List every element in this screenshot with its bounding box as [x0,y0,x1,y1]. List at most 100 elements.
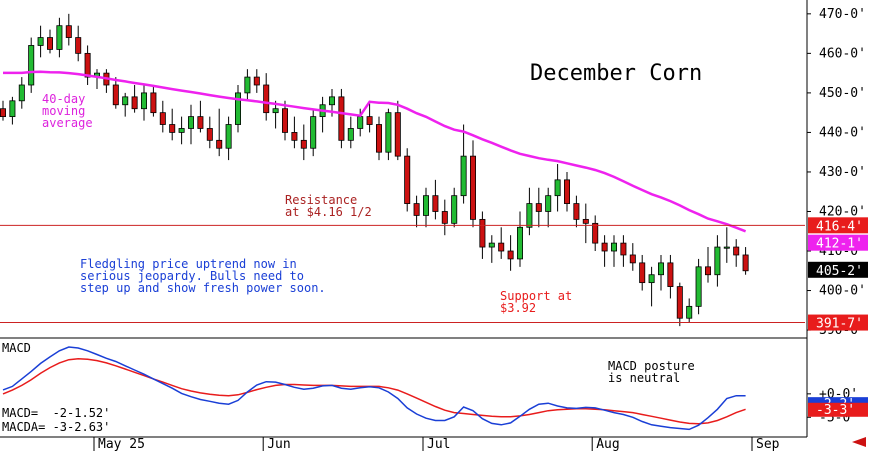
price-tick-label: 430-0' [819,165,866,180]
candle-body [206,128,213,141]
candle-body [432,195,439,212]
candle-body [178,128,185,133]
candle-body [535,203,542,212]
macd-tags: -2-2'-3-3' [808,397,868,418]
candle [545,187,552,228]
candle-body [742,254,749,272]
candle-body [328,96,335,106]
candle [695,258,702,315]
candle [28,37,35,93]
candle-body [18,84,25,102]
candle [611,235,618,267]
candle [234,84,241,133]
moving-average-line [3,70,747,233]
support-label-line-1: Support at [500,289,572,303]
macd-comment: MACD posture is neutral [608,359,702,385]
candle [310,108,317,157]
price-tag: 416-4' [808,217,868,234]
price-tick-label: 400-0' [819,284,866,299]
candle-body [648,274,655,284]
candle [620,235,627,267]
candle [667,254,674,299]
candle-body [375,124,382,153]
price-tag-box [808,261,868,278]
candle-body [451,195,458,224]
macd-tag: -3-3' [808,402,868,418]
horizontal-lines [0,224,805,324]
date-tick-label: Jun [267,437,290,451]
candle-body [676,286,683,319]
candle-body [56,25,63,50]
candle [56,17,63,58]
candle-body [150,92,157,114]
candle [507,235,514,271]
macd-signal-line [2,357,746,425]
candle-body [159,112,166,125]
candle [375,116,382,161]
macd-values-box [0,404,130,437]
price-tick-label: 450-0' [819,86,866,101]
candle [535,187,542,228]
candle-body [404,155,411,204]
candle [592,215,599,252]
candle-body [460,155,467,197]
candle-body [545,195,552,212]
candle-body [611,242,618,252]
candle [300,124,307,161]
candle-body [601,242,608,252]
candle-body [620,242,627,256]
price-tick-label: 440-0' [819,125,866,140]
macd-comment-line-2: is neutral [608,371,680,385]
candle-body [714,246,721,276]
candle [498,227,505,259]
candle-body [338,96,345,141]
candle-body [169,124,176,133]
candle [178,116,185,145]
candle [460,124,467,204]
candle-body [385,112,392,153]
candle [629,243,636,271]
candle [742,247,749,275]
candle-body [394,112,401,157]
candle [422,187,429,228]
candle-body [658,262,665,276]
macd-comment-line-1: MACD posture [608,359,695,373]
candle-body [564,179,571,204]
candle [216,108,223,157]
support-label-line-2: $3.92 [500,301,536,315]
date-axis: May 25 Jun Jul Aug Sep [93,437,780,451]
price-tag: 405-2' [808,261,868,279]
candle [75,25,82,62]
commentary-line-3: step up and show fresh power soon. [80,281,326,295]
resistance-label-line-1: Resistance [285,193,357,207]
resistance-label: Resistance at $4.16 1/2 [285,193,372,219]
date-tick-label: Jul [427,437,450,451]
scroll-left-arrow-icon[interactable] [852,437,866,447]
moving-average-label-line-3: average [42,116,93,130]
candle-body [705,266,712,276]
candle [601,235,608,267]
support-label: Support at $3.92 [500,289,579,315]
price-tag-label: 412-1' [816,237,863,252]
candle-body [140,92,147,110]
candle [263,73,270,121]
candle-body [592,222,599,244]
candle [366,100,373,133]
candle [131,84,138,113]
candle-body [507,250,514,260]
candle [281,100,288,141]
macd-panel-title: MACD [2,341,31,355]
candle [272,100,279,129]
candle-body [263,84,270,114]
candle-body [479,218,486,248]
candle-body [422,195,429,216]
commentary-line-1: Fledgling price uptrend now in [80,257,297,271]
candle [65,13,72,46]
candle-body [366,116,373,125]
candle [488,235,495,263]
candle-body [9,100,16,118]
date-tick-label: Sep [756,437,780,451]
price-tag-label: 405-2' [816,264,863,279]
candle-body [686,305,693,319]
